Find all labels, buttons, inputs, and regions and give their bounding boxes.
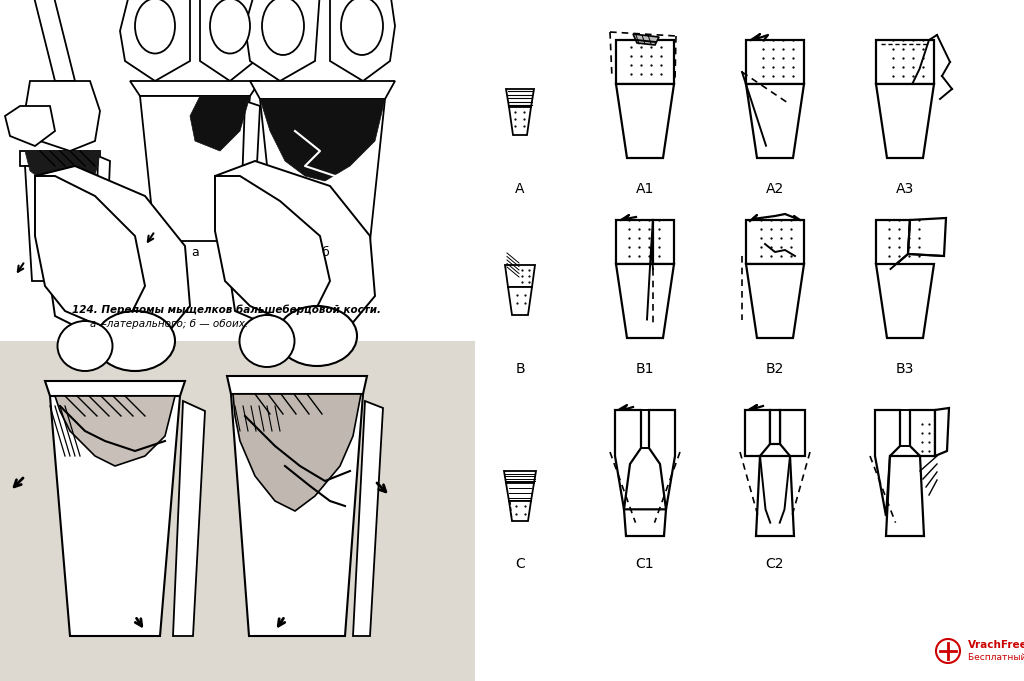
Polygon shape	[250, 81, 395, 99]
Polygon shape	[876, 40, 934, 84]
Polygon shape	[260, 99, 385, 241]
Text: B1: B1	[636, 362, 654, 376]
Ellipse shape	[210, 0, 250, 54]
Polygon shape	[886, 456, 924, 536]
Ellipse shape	[262, 0, 304, 55]
Polygon shape	[506, 89, 534, 107]
Text: B2: B2	[766, 362, 784, 376]
Polygon shape	[120, 0, 190, 81]
Text: C: C	[515, 557, 525, 571]
Polygon shape	[506, 483, 534, 501]
Polygon shape	[215, 176, 330, 321]
Polygon shape	[876, 220, 910, 269]
Polygon shape	[746, 220, 804, 264]
Polygon shape	[780, 410, 805, 456]
Polygon shape	[908, 218, 946, 256]
Ellipse shape	[240, 315, 295, 367]
Polygon shape	[25, 81, 100, 151]
Text: а: а	[191, 246, 199, 259]
Polygon shape	[190, 96, 250, 151]
Text: C2: C2	[766, 557, 784, 571]
Polygon shape	[200, 0, 260, 81]
Polygon shape	[745, 410, 770, 456]
Polygon shape	[746, 264, 804, 338]
Ellipse shape	[341, 0, 383, 55]
Text: C1: C1	[636, 557, 654, 571]
Polygon shape	[624, 509, 666, 536]
Polygon shape	[25, 166, 95, 281]
Polygon shape	[649, 410, 675, 509]
Polygon shape	[935, 408, 949, 456]
Text: A2: A2	[766, 182, 784, 196]
Text: VrachFree.ru: VrachFree.ru	[968, 640, 1024, 650]
Polygon shape	[50, 396, 180, 636]
Ellipse shape	[135, 0, 175, 54]
Polygon shape	[240, 101, 260, 241]
Ellipse shape	[278, 306, 357, 366]
Polygon shape	[245, 0, 319, 81]
Polygon shape	[504, 471, 536, 483]
Text: A1: A1	[636, 182, 654, 196]
Bar	[0, 341, 475, 681]
Polygon shape	[874, 410, 900, 516]
Polygon shape	[227, 376, 367, 394]
Polygon shape	[330, 0, 395, 81]
Polygon shape	[130, 81, 260, 96]
Polygon shape	[876, 84, 934, 158]
Polygon shape	[876, 264, 934, 338]
Polygon shape	[633, 34, 659, 45]
Text: б: б	[322, 246, 329, 259]
Bar	[0, 0, 475, 341]
Polygon shape	[509, 107, 531, 135]
Polygon shape	[616, 84, 674, 158]
Text: Бесплатный врач: Бесплатный врач	[968, 652, 1024, 661]
Polygon shape	[25, 151, 100, 196]
Polygon shape	[260, 99, 385, 181]
Polygon shape	[910, 410, 935, 456]
Polygon shape	[173, 401, 205, 636]
Text: 124. Переломы мыщелков бальшеберцовой кости.: 124. Переломы мыщелков бальшеберцовой ко…	[72, 304, 381, 315]
Ellipse shape	[57, 321, 113, 371]
Polygon shape	[616, 220, 653, 264]
Text: B: B	[515, 362, 525, 376]
Text: B3: B3	[896, 362, 914, 376]
Polygon shape	[756, 456, 794, 536]
Ellipse shape	[95, 311, 175, 371]
Polygon shape	[509, 501, 531, 521]
Text: A3: A3	[896, 182, 914, 196]
Polygon shape	[35, 166, 190, 341]
Polygon shape	[95, 156, 110, 281]
Polygon shape	[140, 96, 250, 241]
Polygon shape	[508, 287, 532, 315]
Polygon shape	[746, 40, 804, 84]
Polygon shape	[616, 264, 674, 338]
Polygon shape	[505, 265, 535, 287]
Polygon shape	[353, 401, 383, 636]
Polygon shape	[615, 410, 641, 509]
Text: A: A	[515, 182, 524, 196]
Polygon shape	[653, 220, 674, 264]
Polygon shape	[5, 106, 55, 146]
Polygon shape	[616, 40, 674, 84]
Polygon shape	[231, 394, 362, 636]
Text: а—латерального; б — обоих.: а—латерального; б — обоих.	[90, 319, 248, 329]
Polygon shape	[45, 381, 185, 396]
Polygon shape	[770, 410, 780, 444]
Polygon shape	[215, 161, 375, 336]
Polygon shape	[746, 84, 804, 158]
Polygon shape	[35, 176, 145, 326]
Polygon shape	[55, 396, 175, 466]
Polygon shape	[233, 394, 361, 511]
Polygon shape	[20, 151, 100, 166]
Polygon shape	[15, 0, 75, 81]
